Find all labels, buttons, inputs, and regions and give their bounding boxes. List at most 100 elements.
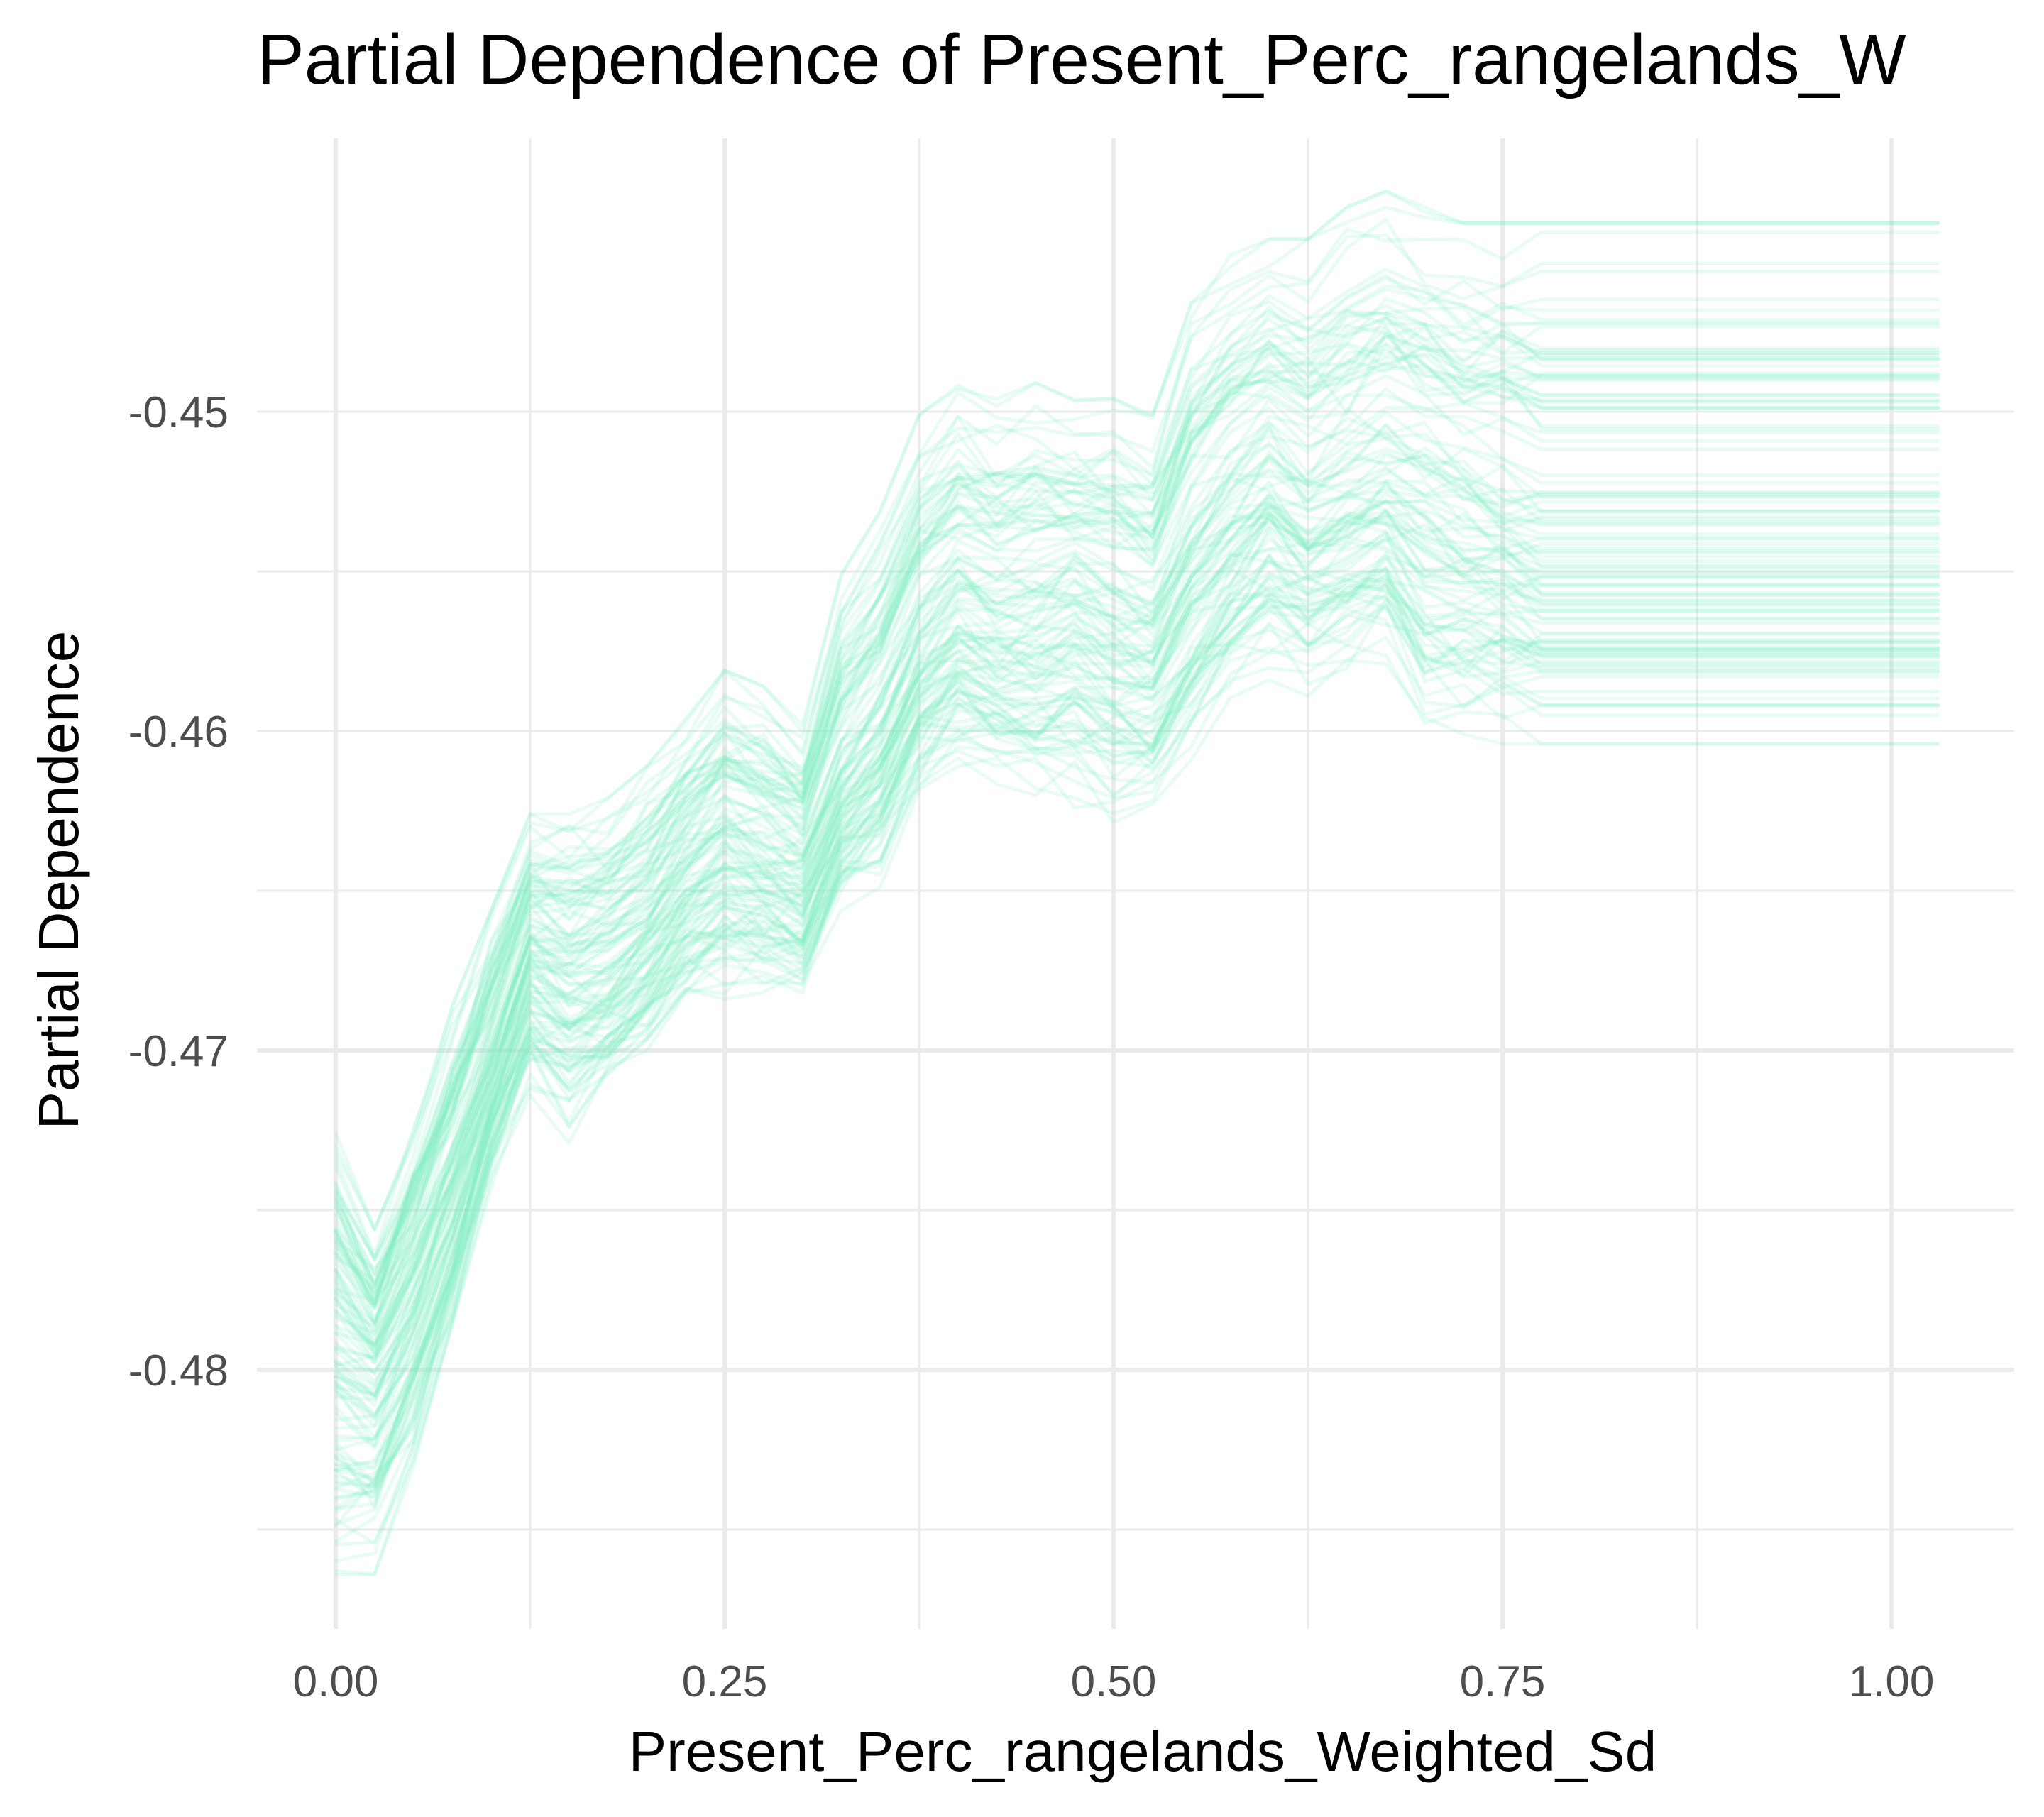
- ice-curve-line: [334, 326, 1940, 1306]
- ice-curve-line: [334, 489, 1940, 1376]
- ice-curve-line: [334, 608, 1940, 1563]
- ice-curve-line: [334, 599, 1940, 1547]
- y-axis-ticks: -0.48 -0.47 -0.46 -0.45: [128, 388, 229, 1395]
- ice-curve-line: [334, 568, 1940, 1498]
- ice-curve-line: [334, 571, 1940, 1441]
- ice-curve-line: [334, 530, 1940, 1448]
- x-tick-label: 1.00: [1849, 1657, 1935, 1706]
- ice-curve-line: [334, 497, 1940, 1392]
- ice-curve-line: [334, 499, 1940, 1373]
- ice-curve-line: [334, 521, 1940, 1415]
- ice-curve-line: [334, 437, 1940, 1354]
- ice-curve-line: [334, 658, 1940, 1577]
- ice-curve-line: [334, 334, 1940, 1327]
- ice-curve-line: [334, 510, 1940, 1398]
- x-tick-label: 0.00: [293, 1657, 379, 1706]
- ice-curve-line: [334, 561, 1940, 1486]
- ice-curve-line: [334, 309, 1940, 1289]
- ice-curve-line: [334, 498, 1940, 1360]
- y-axis-label: Partial Dependence: [27, 631, 90, 1130]
- ice-curve-line: [334, 591, 1940, 1488]
- ice-curve-line: [334, 485, 1940, 1387]
- ice-curve-line: [334, 509, 1940, 1429]
- ice-curve-line: [334, 593, 1940, 1527]
- ice-curve-line: [334, 407, 1940, 1347]
- ice-curve-line: [334, 553, 1940, 1489]
- y-tick-label: -0.47: [128, 1027, 229, 1076]
- ice-curve-line: [334, 593, 1940, 1500]
- chart-title: Partial Dependence of Present_Perc_range…: [257, 20, 1906, 99]
- ice-curve-line: [334, 324, 1940, 1288]
- ice-curve-line: [334, 324, 1940, 1299]
- ice-curve-line: [334, 510, 1940, 1407]
- ice-curve-line: [334, 525, 1940, 1422]
- y-tick-label: -0.45: [128, 388, 229, 437]
- ice-curve-line: [334, 568, 1940, 1509]
- ice-curve-line: [334, 233, 1940, 1261]
- ice-curve-line: [334, 482, 1940, 1368]
- ice-curve-line: [334, 342, 1940, 1310]
- ice-curve-line: [334, 317, 1940, 1276]
- ice-curve-line: [334, 603, 1940, 1544]
- ice-curve-line: [334, 454, 1940, 1348]
- ice-curve-line: [334, 344, 1940, 1288]
- ice-curve-line: [334, 387, 1940, 1351]
- ice-curve-line: [334, 643, 1940, 1576]
- ice-curve-line: [334, 489, 1940, 1400]
- y-tick-label: -0.46: [128, 708, 229, 757]
- ice-curve-line: [334, 451, 1940, 1357]
- ice-curve-line: [334, 304, 1940, 1276]
- ice-curve-line: [334, 297, 1940, 1270]
- ice-curve-line: [334, 306, 1940, 1287]
- ice-curve-line: [334, 566, 1940, 1495]
- ice-curve-line: [334, 313, 1940, 1322]
- ice-curve-line: [334, 410, 1940, 1341]
- ice-curve-line: [334, 363, 1940, 1294]
- ice-curve-line: [334, 557, 1940, 1442]
- ice-curve-line: [334, 314, 1940, 1326]
- ice-curve-line: [334, 495, 1940, 1361]
- ice-curve-line: [334, 536, 1940, 1451]
- ice-curve-line: [334, 583, 1940, 1528]
- x-axis-label: Present_Perc_rangelands_Weighted_Sd: [629, 1720, 1656, 1783]
- ice-curve-line: [334, 324, 1940, 1300]
- ice-curve-line: [334, 284, 1940, 1263]
- ice-curve-line: [334, 520, 1940, 1398]
- ice-curve-line: [334, 515, 1940, 1417]
- ice-curve-line: [334, 423, 1940, 1302]
- ice-curve-line: [334, 551, 1940, 1486]
- ice-curve-line: [334, 510, 1940, 1376]
- ice-curve-line: [334, 342, 1940, 1282]
- ice-curve-line: [334, 515, 1940, 1398]
- ice-curve-line: [334, 348, 1940, 1310]
- ice-curve-line: [334, 604, 1940, 1510]
- ice-curve-line: [334, 468, 1940, 1356]
- ice-curve-line: [334, 450, 1940, 1349]
- ice-curve-line: [334, 594, 1940, 1490]
- ice-curve-line: [334, 217, 1940, 1260]
- ice-curve-line: [334, 276, 1940, 1275]
- ice-curve-line: [334, 479, 1940, 1388]
- ice-curve-line: [334, 331, 1940, 1295]
- ice-curve-line: [334, 454, 1940, 1335]
- ice-curve-line: [334, 594, 1940, 1514]
- ice-curve-line: [334, 426, 1940, 1346]
- ice-curve-line: [334, 499, 1940, 1420]
- ice-curve-line: [334, 352, 1940, 1312]
- x-tick-label: 0.25: [682, 1657, 768, 1706]
- ice-curve-line: [334, 446, 1940, 1345]
- ice-curve-line: [334, 190, 1940, 1231]
- ice-curve-line: [334, 554, 1940, 1467]
- ice-curve-line: [334, 458, 1940, 1364]
- ice-curve-line: [334, 576, 1940, 1488]
- ice-curve-line: [334, 354, 1940, 1292]
- y-tick-label: -0.48: [128, 1346, 229, 1395]
- ice-curve-line: [334, 554, 1940, 1482]
- grid: [257, 138, 2014, 1629]
- ice-curve-line: [334, 426, 1940, 1329]
- ice-curve-line: [334, 572, 1940, 1472]
- ice-curve-line: [334, 479, 1940, 1365]
- ice-curve-line: [334, 416, 1940, 1332]
- ice-curve-line: [334, 554, 1940, 1471]
